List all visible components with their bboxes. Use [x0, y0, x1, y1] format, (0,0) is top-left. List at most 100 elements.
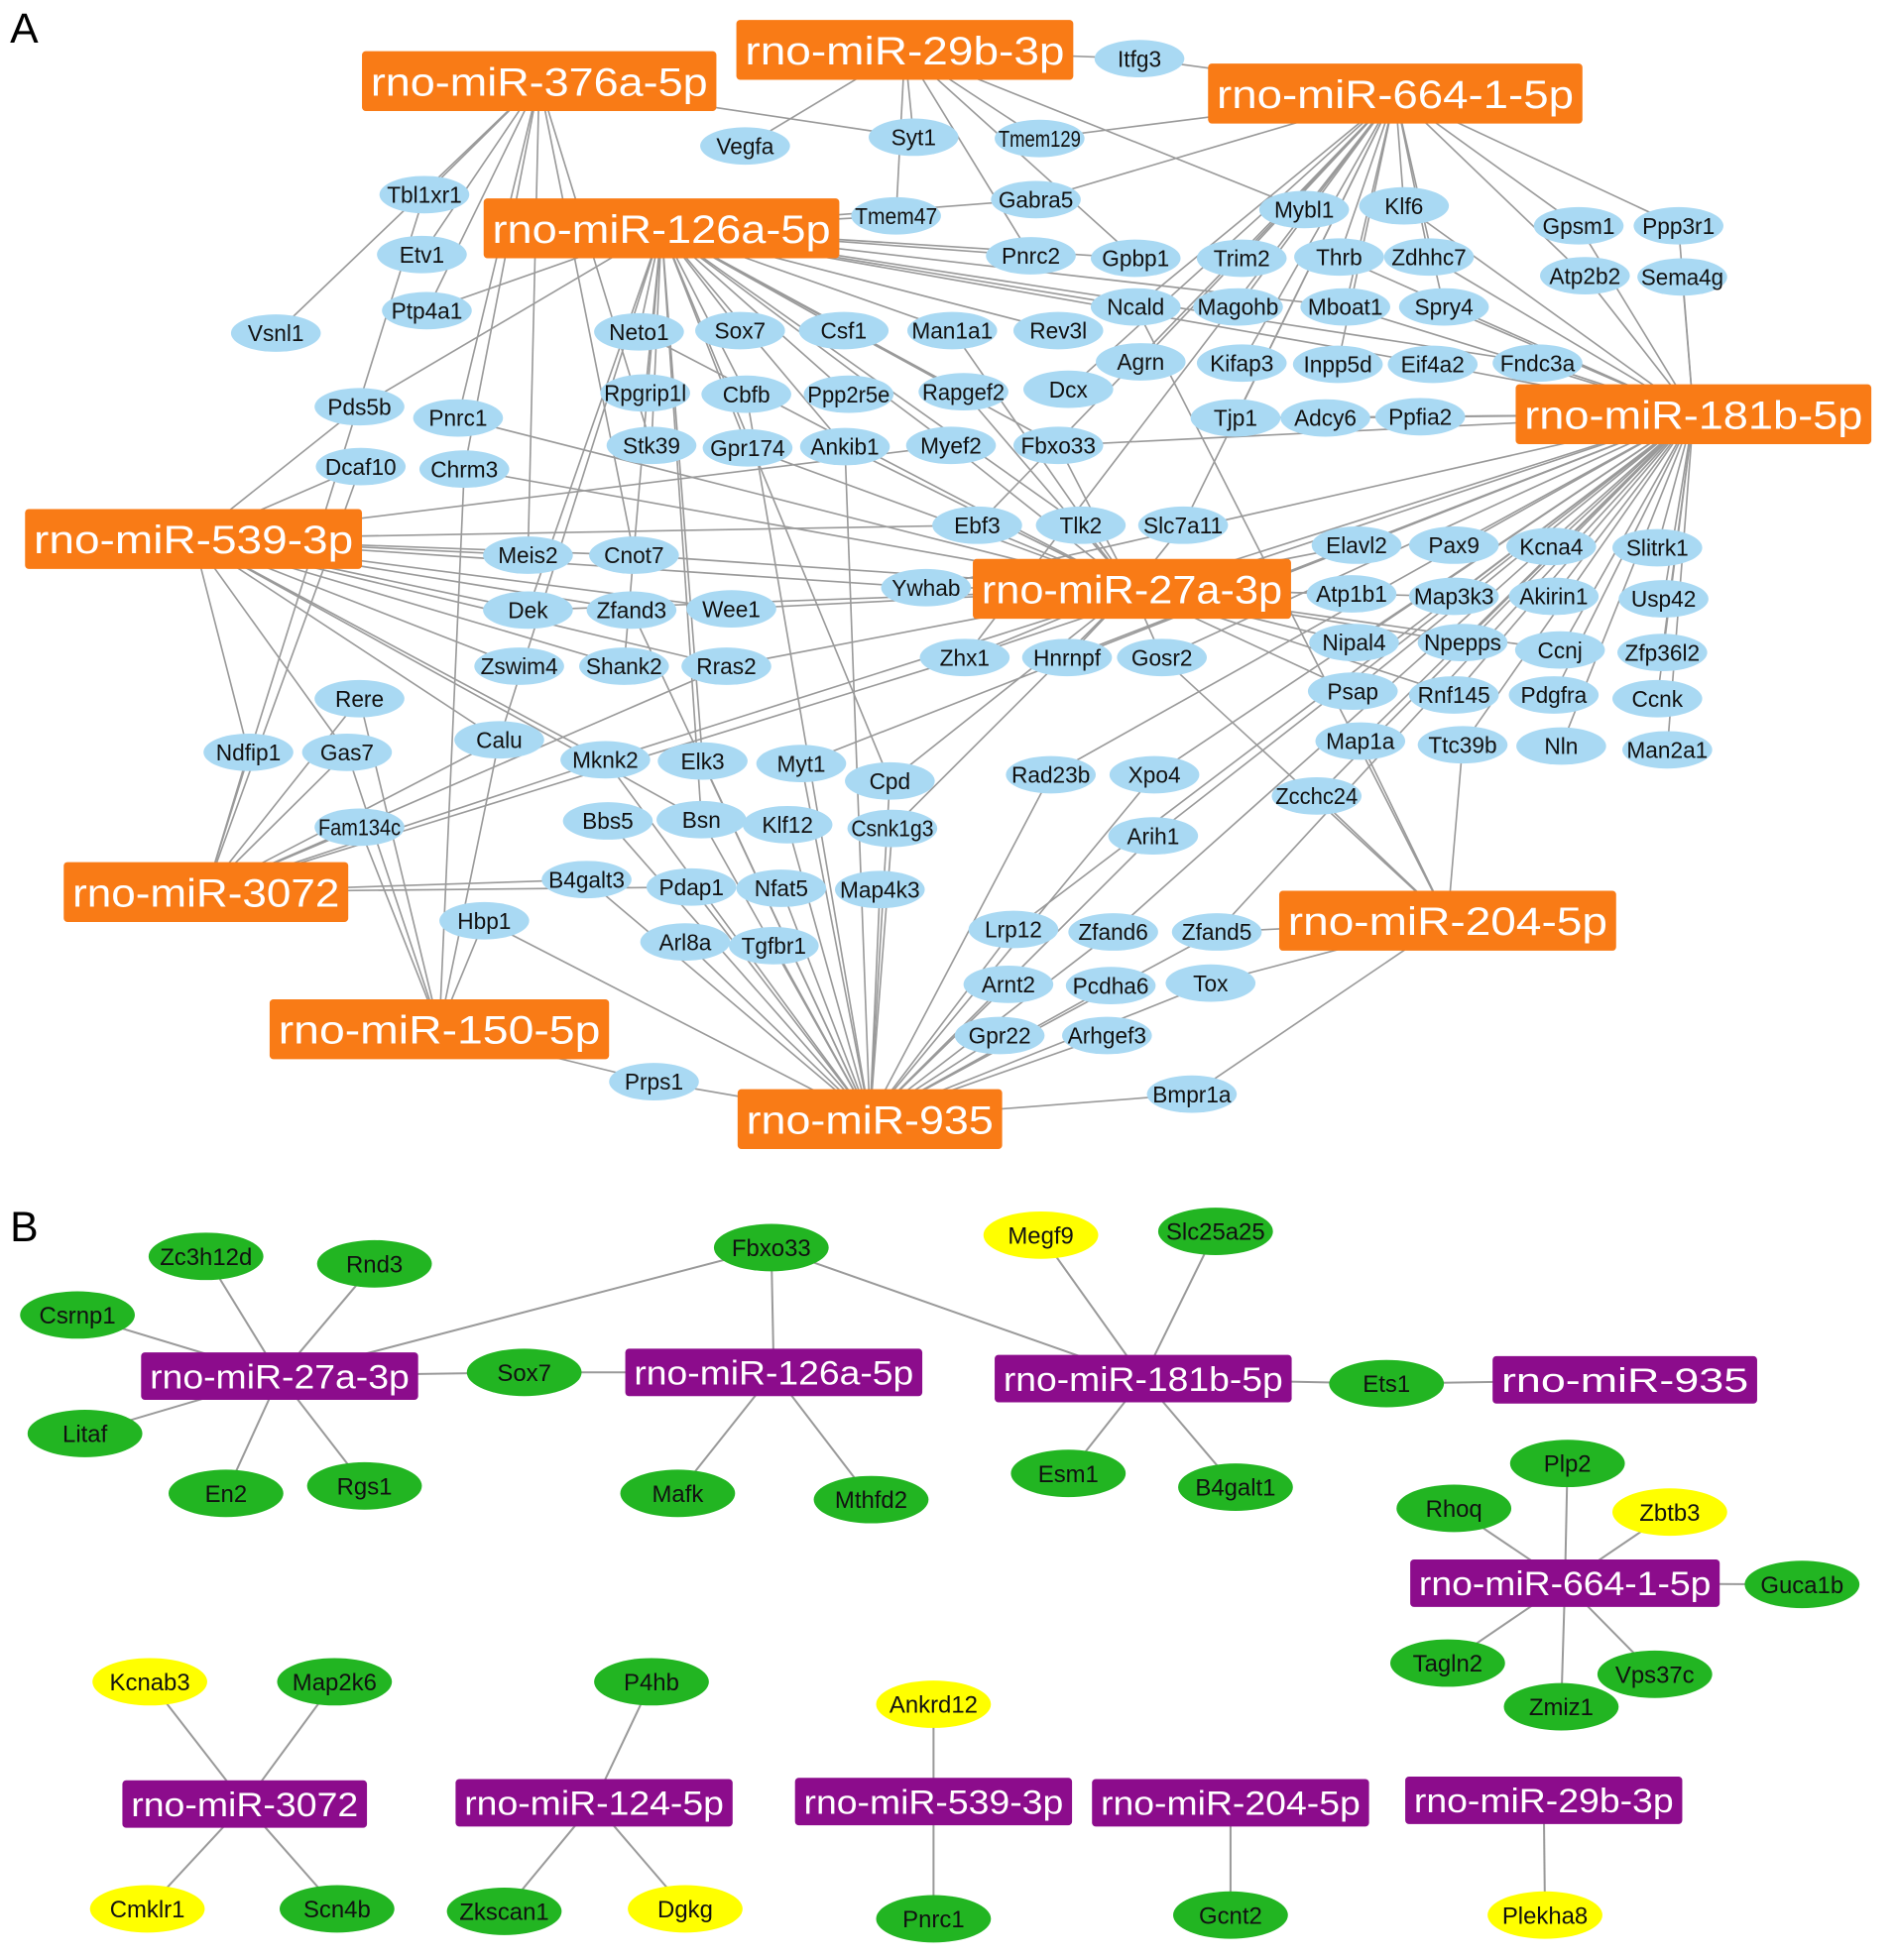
gene-node-cmklr1[interactable]: Cmklr1: [89, 1885, 205, 1933]
gene-node-rgs1[interactable]: Rgs1: [306, 1461, 422, 1510]
mirna-node-rno-mir-126a-5p[interactable]: rno-miR-126a-5p: [483, 198, 840, 259]
gene-node-arnt2[interactable]: Arnt2: [963, 966, 1054, 1003]
gene-node-zhx1[interactable]: Zhx1: [919, 638, 1010, 677]
gene-node-gosr2[interactable]: Gosr2: [1117, 638, 1207, 677]
gene-node-sox7[interactable]: Sox7: [466, 1348, 582, 1397]
gene-node-syt1[interactable]: Syt1: [868, 118, 959, 157]
gene-node-nfat5[interactable]: Nfat5: [736, 869, 827, 907]
gene-node-bmpr1a[interactable]: Bmpr1a: [1146, 1075, 1238, 1113]
gene-node-zfp36l2[interactable]: Zfp36l2: [1617, 634, 1708, 672]
gene-node-inpp5d[interactable]: Inpp5d: [1292, 345, 1383, 384]
gene-node-pdap1[interactable]: Pdap1: [646, 867, 737, 906]
gene-node-kcna4[interactable]: Kcna4: [1506, 527, 1597, 566]
mirna-node-rno-mir-27a-3p[interactable]: rno-miR-27a-3p: [973, 558, 1291, 620]
gene-node-mboat1[interactable]: Mboat1: [1300, 288, 1390, 326]
gene-node-slc25a25[interactable]: Slc25a25: [1157, 1208, 1273, 1255]
gene-node-trim2[interactable]: Trim2: [1196, 239, 1287, 278]
gene-node-tbl1xr1[interactable]: Tbl1xr1: [379, 175, 470, 214]
gene-node-meis2[interactable]: Meis2: [483, 536, 573, 574]
gene-node-mthfd2[interactable]: Mthfd2: [813, 1475, 929, 1524]
gene-node-vps37c[interactable]: Vps37c: [1597, 1650, 1713, 1698]
mirna-node-rno-mir-935[interactable]: rno-miR-935: [1492, 1355, 1757, 1404]
gene-node-rere[interactable]: Rere: [314, 679, 405, 718]
gene-node-zkscan1[interactable]: Zkscan1: [446, 1888, 562, 1935]
gene-node-fbxo33[interactable]: Fbxo33: [1012, 426, 1104, 465]
gene-node-ppfia2[interactable]: Ppfia2: [1374, 398, 1466, 436]
gene-node-neto1[interactable]: Neto1: [594, 312, 684, 351]
mirna-node-rno-mir-539-3p[interactable]: rno-miR-539-3p: [25, 509, 363, 569]
gene-node-pnrc1[interactable]: Pnrc1: [413, 399, 504, 437]
gene-node-kcnab3[interactable]: Kcnab3: [92, 1658, 207, 1706]
gene-node-vsnl1[interactable]: Vsnl1: [230, 314, 321, 352]
mirna-node-rno-mir-27a-3p[interactable]: rno-miR-27a-3p: [141, 1352, 418, 1400]
gene-node-ccnk[interactable]: Ccnk: [1611, 679, 1703, 718]
gene-node-arl8a[interactable]: Arl8a: [640, 923, 731, 961]
mirna-node-rno-mir-29b-3p[interactable]: rno-miR-29b-3p: [1405, 1777, 1683, 1824]
gene-node-ankib1[interactable]: Ankib1: [799, 427, 890, 466]
gene-node-chrm3[interactable]: Chrm3: [418, 450, 510, 489]
gene-node-b4galt1[interactable]: B4galt1: [1178, 1463, 1293, 1511]
gene-node-mybl1[interactable]: Mybl1: [1258, 190, 1350, 229]
gene-node-sox7[interactable]: Sox7: [695, 311, 785, 350]
gene-node-b4galt3[interactable]: B4galt3: [541, 861, 632, 899]
gene-node-psap[interactable]: Psap: [1307, 672, 1398, 711]
gene-node-sema4g[interactable]: Sema4g: [1637, 258, 1727, 296]
gene-node-dcx[interactable]: Dcx: [1023, 370, 1114, 408]
gene-node-zdhhc7[interactable]: Zdhhc7: [1383, 238, 1475, 277]
gene-node-ncald[interactable]: Ncald: [1090, 288, 1181, 326]
gene-node-en2[interactable]: En2: [168, 1469, 284, 1518]
gene-node-scn4b[interactable]: Scn4b: [279, 1885, 395, 1933]
gene-node-wee1[interactable]: Wee1: [686, 590, 776, 628]
gene-node-gpr174[interactable]: Gpr174: [702, 428, 793, 467]
gene-node-vegfa[interactable]: Vegfa: [700, 127, 790, 166]
gene-node-cbfb[interactable]: Cbfb: [701, 375, 791, 413]
gene-node-zfand6[interactable]: Zfand6: [1068, 913, 1158, 951]
mirna-node-rno-mir-3072[interactable]: rno-miR-3072: [122, 1780, 368, 1828]
gene-node-tjp1[interactable]: Tjp1: [1190, 399, 1281, 437]
gene-node-pnrc2[interactable]: Pnrc2: [986, 237, 1076, 275]
gene-node-cpd[interactable]: Cpd: [845, 761, 935, 800]
gene-node-litaf[interactable]: Litaf: [27, 1410, 143, 1457]
gene-node-ebf3[interactable]: Ebf3: [932, 506, 1022, 544]
gene-node-klf6[interactable]: Klf6: [1359, 186, 1450, 225]
gene-node-p4hb[interactable]: P4hb: [594, 1658, 709, 1706]
gene-node-zbtb3[interactable]: Zbtb3: [1611, 1488, 1727, 1537]
gene-node-ppp2r5e[interactable]: Ppp2r5e: [803, 375, 894, 413]
gene-node-usp42[interactable]: Usp42: [1618, 580, 1709, 618]
gene-node-etv1[interactable]: Etv1: [377, 235, 467, 274]
gene-node-pnrc1[interactable]: Pnrc1: [876, 1895, 992, 1943]
gene-node-ywhab[interactable]: Ywhab: [881, 568, 972, 607]
mirna-node-rno-mir-376a-5p[interactable]: rno-miR-376a-5p: [362, 51, 717, 112]
gene-node-nln[interactable]: Nln: [1516, 727, 1606, 765]
gene-node-klf12[interactable]: Klf12: [742, 805, 833, 844]
gene-node-arhgef3[interactable]: Arhgef3: [1062, 1016, 1152, 1055]
gene-node-nipal4[interactable]: Nipal4: [1309, 624, 1399, 661]
gene-node-ccnj[interactable]: Ccnj: [1514, 631, 1605, 669]
gene-node-zmiz1[interactable]: Zmiz1: [1503, 1682, 1619, 1731]
gene-node-bbs5[interactable]: Bbs5: [562, 802, 653, 840]
gene-node-rnd3[interactable]: Rnd3: [316, 1239, 432, 1288]
gene-node-man1a1[interactable]: Man1a1: [906, 311, 998, 350]
gene-node-atp1b1[interactable]: Atp1b1: [1306, 575, 1397, 613]
gene-node-magohb[interactable]: Magohb: [1193, 288, 1283, 326]
gene-node-mknk2[interactable]: Mknk2: [560, 741, 651, 779]
gene-node-bsn[interactable]: Bsn: [656, 800, 747, 839]
gene-node-mafk[interactable]: Mafk: [620, 1469, 736, 1518]
gene-node-cnot7[interactable]: Cnot7: [589, 536, 679, 574]
gene-node-hnrnpf[interactable]: Hnrnpf: [1021, 638, 1113, 677]
mirna-node-rno-mir-935[interactable]: rno-miR-935: [737, 1089, 1003, 1150]
gene-node-zfand3[interactable]: Zfand3: [586, 591, 677, 630]
gene-node-gcnt2[interactable]: Gcnt2: [1173, 1891, 1288, 1939]
gene-node-tgfbr1[interactable]: Tgfbr1: [729, 927, 819, 965]
gene-node-atp2b2[interactable]: Atp2b2: [1539, 257, 1630, 294]
mirna-node-rno-mir-664-1-5p[interactable]: rno-miR-664-1-5p: [1208, 63, 1583, 124]
gene-node-pax9[interactable]: Pax9: [1408, 526, 1499, 564]
gene-node-elk3[interactable]: Elk3: [657, 742, 748, 780]
mirna-node-rno-mir-664-1-5p[interactable]: rno-miR-664-1-5p: [1410, 1559, 1720, 1607]
gene-node-map4k3[interactable]: Map4k3: [834, 870, 925, 909]
gene-node-myef2[interactable]: Myef2: [905, 426, 997, 465]
gene-node-guca1b[interactable]: Guca1b: [1744, 1560, 1860, 1609]
gene-node-plp2[interactable]: Plp2: [1509, 1440, 1625, 1488]
gene-node-map1a[interactable]: Map1a: [1315, 722, 1406, 760]
gene-node-npepps[interactable]: Npepps: [1417, 624, 1508, 661]
